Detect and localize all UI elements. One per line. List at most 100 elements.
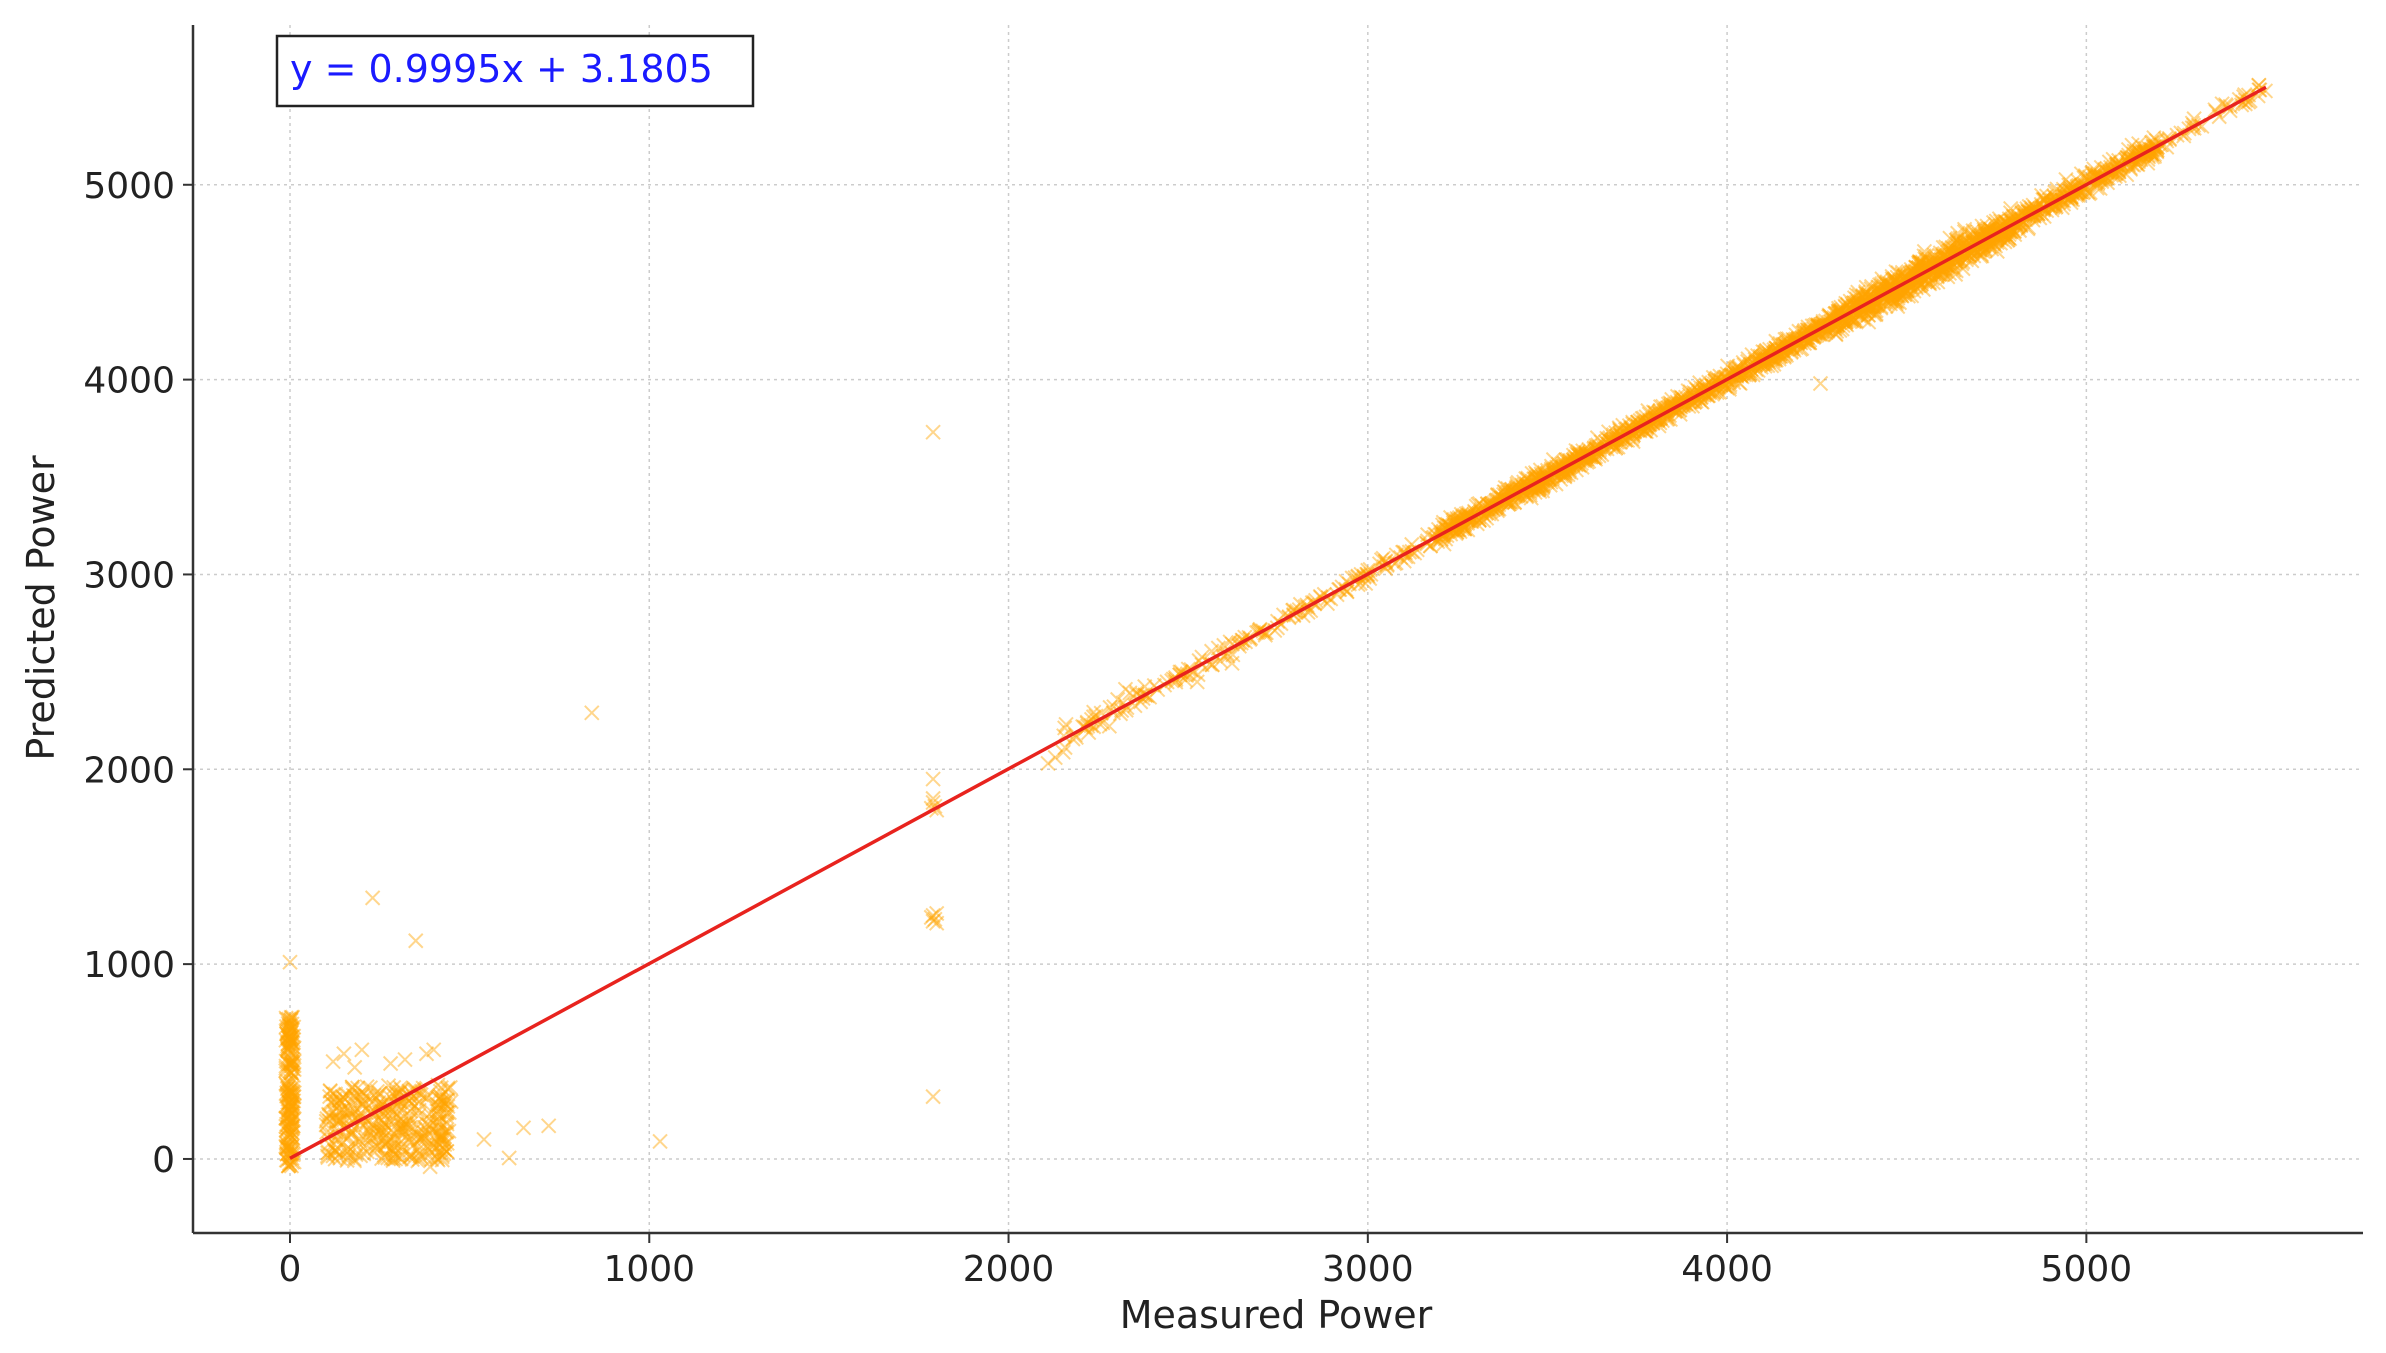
data-point [376, 1147, 392, 1163]
data-point [283, 1011, 299, 1028]
data-point [1574, 459, 1590, 475]
data-point [438, 1124, 455, 1140]
data-point [375, 1105, 391, 1121]
data-point [332, 1150, 348, 1166]
data-point [386, 1079, 402, 1096]
x-axis-label: Measured Power [1120, 1293, 1433, 1337]
data-point [438, 1143, 455, 1160]
data-point [283, 1058, 300, 1074]
data-point [432, 1083, 449, 1099]
data-point [1792, 341, 1808, 358]
data-point [403, 1147, 420, 1163]
data-point [280, 1036, 297, 1052]
data-point [1686, 394, 1703, 410]
data-point [402, 1103, 419, 1119]
data-point [417, 1119, 433, 1136]
data-point [368, 1099, 384, 1115]
data-point [1122, 685, 1138, 701]
data-point [1057, 739, 1073, 756]
data-point [280, 1119, 296, 1136]
data-point [318, 1113, 335, 1130]
data-point [281, 1104, 298, 1120]
data-point [327, 1086, 344, 1102]
data-point [279, 1024, 295, 1040]
data-point [370, 1086, 387, 1102]
data-point [282, 1055, 299, 1071]
data-point [1556, 455, 1572, 471]
data-point [280, 1079, 296, 1096]
data-point [1092, 716, 1108, 732]
data-point [379, 1135, 396, 1151]
data-point [1132, 694, 1149, 710]
data-point [1785, 331, 1801, 348]
data-point [369, 1138, 386, 1155]
data-point [1570, 457, 1586, 473]
data-point [389, 1131, 406, 1148]
data-point [1806, 329, 1822, 345]
data-point [345, 1087, 362, 1104]
data-point [339, 1130, 356, 1146]
data-point [283, 1029, 300, 1046]
data-point [286, 1019, 302, 1035]
data-point [278, 1032, 294, 1048]
data-point [402, 1146, 418, 1163]
data-point [383, 1140, 400, 1157]
data-point [379, 1118, 396, 1135]
data-point [284, 1039, 301, 1055]
data-point [1502, 493, 1518, 510]
data-point [1681, 386, 1698, 403]
data-point [419, 1138, 435, 1155]
data-point [1771, 348, 1788, 364]
data-point [1805, 329, 1821, 345]
data-point [1662, 411, 1679, 428]
data-point [404, 1151, 420, 1168]
data-point [438, 1105, 454, 1121]
data-point [318, 1117, 334, 1133]
data-point [280, 1040, 296, 1056]
data-point [401, 1149, 418, 1165]
data-point [391, 1150, 407, 1166]
data-point [385, 1152, 401, 1169]
data-point [368, 1090, 385, 1107]
data-point [282, 1123, 299, 1140]
data-point [284, 1009, 301, 1025]
data-point [433, 1080, 449, 1096]
data-point [373, 1125, 389, 1141]
data-point [320, 1149, 336, 1166]
data-point [434, 1131, 451, 1147]
data-point [440, 1081, 456, 1097]
data-point [328, 1143, 344, 1160]
data-point [1686, 384, 1702, 401]
data-point [278, 1152, 295, 1168]
data-point [1615, 417, 1631, 434]
data-point [334, 1102, 350, 1118]
data-point [1533, 476, 1549, 493]
data-point [431, 1113, 448, 1129]
data-point [376, 1115, 392, 1131]
data-point [374, 1119, 390, 1136]
data-point [283, 1100, 299, 1116]
data-point [1810, 317, 1827, 333]
data-point [285, 1133, 301, 1149]
data-point [284, 1118, 301, 1135]
data-point [283, 1065, 299, 1081]
data-point [403, 1148, 420, 1165]
data-point [284, 1125, 300, 1141]
data-point [322, 1082, 338, 1099]
data-point [283, 1097, 300, 1113]
data-point [279, 1136, 295, 1152]
data-point [428, 1097, 444, 1114]
x-tick-label: 4000 [1681, 1249, 1773, 1290]
data-point [341, 1147, 357, 1163]
data-point [411, 1145, 427, 1162]
data-point [285, 1067, 302, 1084]
data-point [281, 1094, 297, 1110]
data-point [1625, 427, 1641, 443]
data-point [278, 1053, 294, 1069]
data-point [284, 1064, 300, 1081]
data-point [1707, 372, 1724, 389]
data-point [280, 1035, 296, 1052]
data-point [433, 1088, 449, 1105]
data-point [1285, 602, 1301, 619]
data-point [285, 1112, 302, 1128]
